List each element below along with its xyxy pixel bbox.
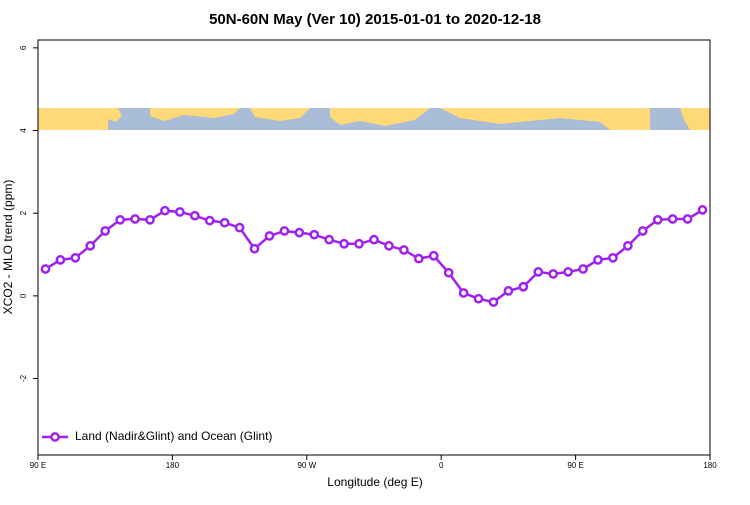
point: [175, 207, 185, 217]
point: [399, 245, 409, 255]
point: [697, 205, 708, 215]
point: [608, 252, 618, 263]
y-axis-label: XCO2 - MLO trend (ppm): [1, 180, 15, 315]
map-land: [38, 108, 710, 130]
point: [160, 205, 170, 216]
point: [55, 255, 66, 265]
point: [563, 267, 573, 277]
point: [593, 255, 603, 265]
point: [369, 234, 379, 245]
y-tick-label: 4: [19, 128, 28, 133]
point: [473, 293, 484, 304]
legend-label: Land (Nadir&Glint) and Ocean (Glint): [75, 429, 272, 443]
x-tick-label: 0: [439, 461, 444, 470]
point: [667, 214, 678, 224]
point: [145, 214, 155, 225]
point: [100, 226, 111, 236]
point: [682, 214, 693, 224]
point: [40, 264, 51, 274]
point: [458, 288, 469, 298]
x-tick-label: 90 E: [30, 461, 46, 470]
x-axis-label: Longitude (deg E): [327, 475, 422, 489]
point: [384, 240, 394, 251]
point: [518, 281, 529, 292]
point: [264, 231, 275, 241]
point: [503, 286, 514, 296]
point: [234, 222, 245, 233]
point: [533, 267, 544, 277]
point: [413, 253, 424, 264]
point: [219, 217, 230, 228]
point: [309, 229, 320, 240]
point: [637, 226, 648, 236]
point: [428, 250, 439, 261]
y-tick-label: 0: [19, 293, 28, 298]
point: [652, 214, 663, 225]
point: [204, 215, 215, 226]
point: [578, 264, 588, 274]
point: [548, 269, 559, 279]
point: [294, 227, 305, 238]
x-tick-label: 180: [703, 461, 717, 470]
x-tick-label: 90 E: [567, 461, 583, 470]
series-line: [44, 208, 704, 304]
point: [130, 214, 140, 224]
y-tick-label: -2: [19, 374, 28, 382]
point: [115, 214, 125, 225]
plot-frame: [37, 39, 711, 456]
point: [324, 234, 335, 245]
y-tick-label: 6: [19, 45, 28, 50]
point: [488, 297, 499, 307]
point: [354, 238, 364, 249]
point: [70, 252, 81, 263]
point: [189, 210, 200, 221]
x-tick-label: 180: [166, 461, 180, 470]
legend-marker: [50, 432, 60, 442]
x-tick-label: 90 W: [297, 461, 316, 470]
point: [339, 238, 349, 249]
chart-title: 50N-60N May (Ver 10) 2015-01-01 to 2020-…: [209, 11, 541, 28]
y-tick-label: 2: [19, 210, 28, 215]
point: [85, 240, 96, 251]
point: [443, 267, 454, 278]
point: [623, 240, 633, 251]
point: [279, 226, 290, 236]
point: [249, 243, 260, 254]
